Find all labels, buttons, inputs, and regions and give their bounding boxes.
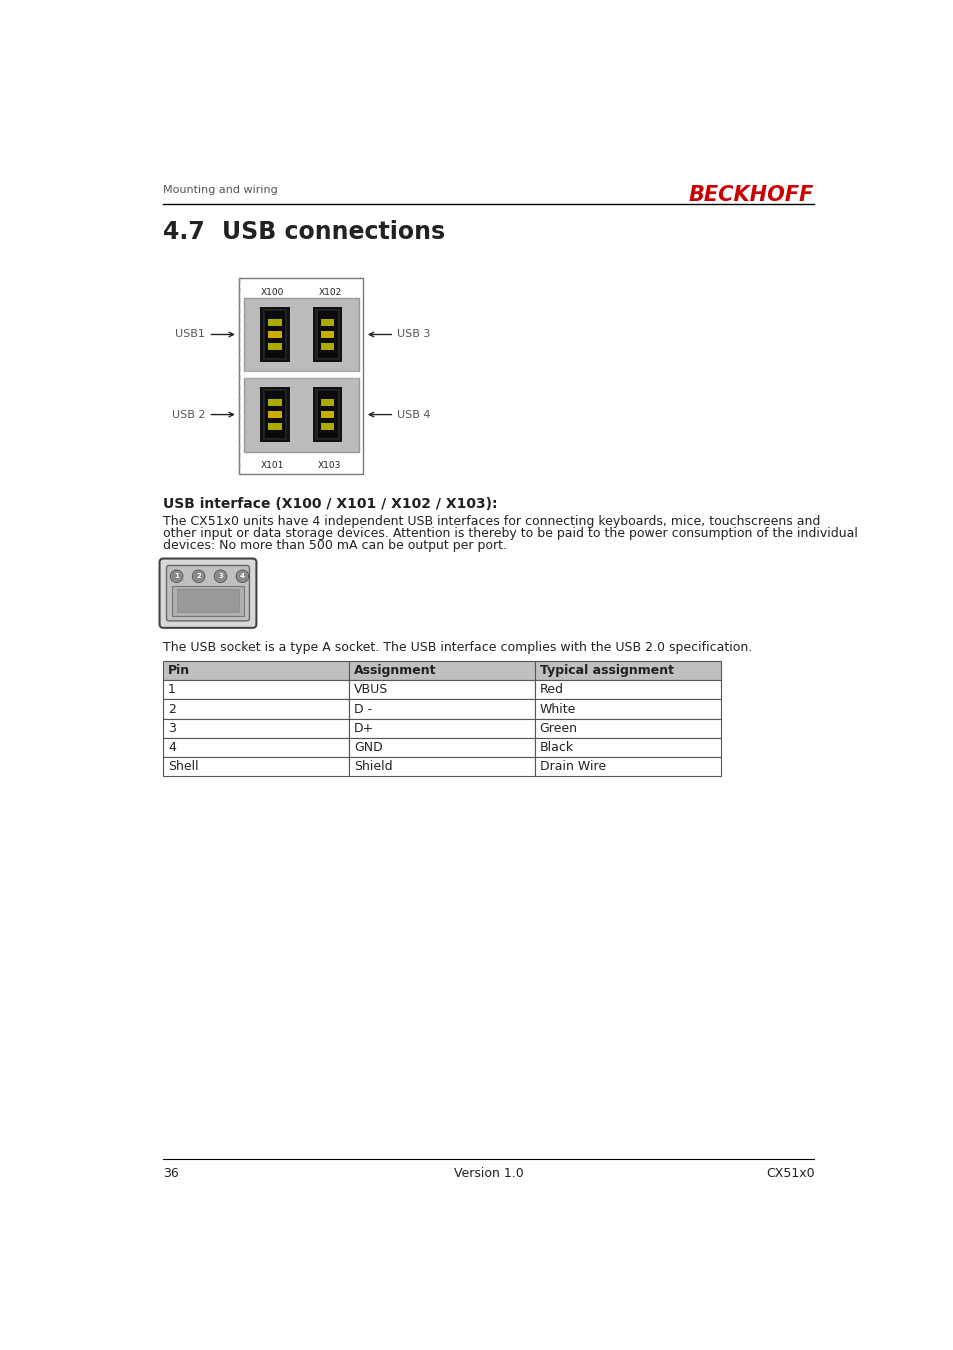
Bar: [244, 371, 358, 378]
Bar: [313, 306, 342, 362]
Circle shape: [215, 571, 225, 580]
Bar: [163, 680, 349, 699]
Text: Black: Black: [539, 741, 573, 755]
Bar: [349, 699, 535, 718]
FancyBboxPatch shape: [167, 566, 249, 621]
Bar: [172, 586, 244, 616]
Bar: [260, 387, 290, 443]
Text: USB 4: USB 4: [397, 409, 431, 420]
Text: Shell: Shell: [168, 760, 198, 774]
Bar: [349, 718, 535, 738]
Text: 4: 4: [168, 741, 175, 755]
Text: Assignment: Assignment: [354, 664, 436, 678]
Bar: [321, 331, 335, 338]
Bar: [321, 319, 335, 325]
Bar: [268, 400, 281, 406]
Bar: [317, 392, 337, 437]
Bar: [268, 319, 281, 325]
Bar: [349, 738, 535, 757]
Bar: [244, 378, 358, 451]
Text: 4: 4: [240, 574, 245, 579]
Bar: [268, 331, 281, 338]
Text: 1: 1: [168, 683, 175, 697]
Circle shape: [193, 571, 203, 580]
Text: Drain Wire: Drain Wire: [539, 760, 605, 774]
Text: Shield: Shield: [354, 760, 392, 774]
Text: USB 3: USB 3: [397, 329, 431, 339]
Bar: [244, 297, 358, 371]
Bar: [535, 738, 720, 757]
Bar: [313, 387, 342, 443]
Text: White: White: [539, 702, 576, 716]
Bar: [262, 309, 287, 360]
Bar: [315, 389, 340, 440]
Text: D+: D+: [354, 722, 374, 734]
Bar: [535, 718, 720, 738]
Bar: [535, 757, 720, 776]
Bar: [163, 662, 349, 680]
Text: Version 1.0: Version 1.0: [454, 1166, 523, 1180]
Circle shape: [237, 571, 247, 580]
Bar: [265, 312, 285, 358]
Text: USB 2: USB 2: [172, 409, 205, 420]
Text: 3: 3: [218, 574, 223, 579]
Text: USB connections: USB connections: [221, 220, 444, 244]
Text: 2: 2: [168, 702, 175, 716]
Bar: [321, 412, 335, 418]
Text: Red: Red: [539, 683, 563, 697]
Text: devices: No more than 500 mA can be output per port.: devices: No more than 500 mA can be outp…: [163, 539, 507, 552]
Circle shape: [172, 571, 181, 580]
Text: X100: X100: [261, 289, 284, 297]
Text: 36: 36: [163, 1166, 179, 1180]
Text: X103: X103: [318, 460, 341, 470]
Bar: [349, 662, 535, 680]
Text: Typical assignment: Typical assignment: [539, 664, 673, 678]
Bar: [239, 278, 363, 474]
Text: 4.7: 4.7: [163, 220, 205, 244]
FancyBboxPatch shape: [159, 559, 256, 628]
Bar: [163, 738, 349, 757]
Bar: [268, 424, 281, 431]
Bar: [262, 389, 287, 440]
Text: other input or data storage devices. Attention is thereby to be paid to the powe: other input or data storage devices. Att…: [163, 526, 858, 540]
Bar: [535, 680, 720, 699]
Text: Mounting and wiring: Mounting and wiring: [163, 185, 278, 196]
Bar: [268, 412, 281, 418]
Bar: [176, 589, 239, 613]
Bar: [321, 424, 335, 431]
Text: VBUS: VBUS: [354, 683, 388, 697]
Text: D -: D -: [354, 702, 372, 716]
Bar: [535, 662, 720, 680]
Bar: [163, 757, 349, 776]
Bar: [321, 400, 335, 406]
Text: 2: 2: [196, 574, 201, 579]
Text: Green: Green: [539, 722, 578, 734]
Bar: [317, 312, 337, 358]
Bar: [535, 699, 720, 718]
Bar: [349, 680, 535, 699]
Bar: [265, 392, 285, 437]
Bar: [260, 306, 290, 362]
Text: GND: GND: [354, 741, 382, 755]
Bar: [321, 343, 335, 350]
Text: X102: X102: [318, 289, 341, 297]
Text: CX51x0: CX51x0: [765, 1166, 814, 1180]
Text: The USB socket is a type A socket. The USB interface complies with the USB 2.0 s: The USB socket is a type A socket. The U…: [163, 641, 752, 653]
Bar: [268, 343, 281, 350]
Text: BECKHOFF: BECKHOFF: [688, 185, 814, 205]
Bar: [163, 699, 349, 718]
Text: The CX51x0 units have 4 independent USB interfaces for connecting keyboards, mic: The CX51x0 units have 4 independent USB …: [163, 514, 820, 528]
Text: X101: X101: [261, 460, 284, 470]
Text: 1: 1: [174, 574, 179, 579]
Text: USB1: USB1: [175, 329, 205, 339]
Bar: [315, 309, 340, 360]
Bar: [163, 718, 349, 738]
Text: 3: 3: [168, 722, 175, 734]
Text: Pin: Pin: [168, 664, 190, 678]
Bar: [349, 757, 535, 776]
Text: USB interface (X100 / X101 / X102 / X103):: USB interface (X100 / X101 / X102 / X103…: [163, 497, 497, 510]
